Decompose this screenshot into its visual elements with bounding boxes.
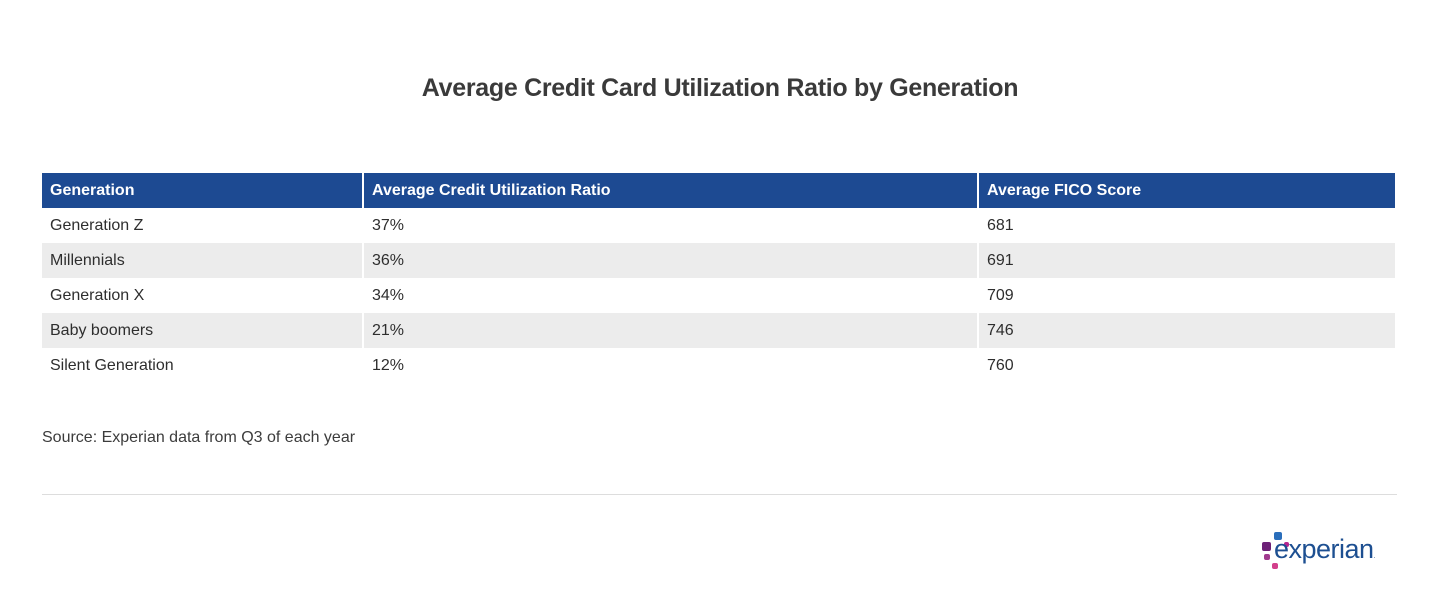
table-cell: 12% bbox=[363, 348, 979, 383]
data-table: Generation Average Credit Utilization Ra… bbox=[42, 173, 1395, 383]
source-note: Source: Experian data from Q3 of each ye… bbox=[42, 429, 356, 446]
table-cell: Generation X bbox=[42, 278, 364, 313]
table-cell: 37% bbox=[363, 208, 979, 243]
column-header: Average FICO Score bbox=[978, 173, 1395, 208]
logo-wordmark: experian. bbox=[1274, 534, 1376, 564]
table-cell: Baby boomers bbox=[42, 313, 364, 348]
table-row: Silent Generation 12% 760 bbox=[42, 348, 1395, 383]
table-header-row: Generation Average Credit Utilization Ra… bbox=[42, 173, 1395, 208]
table-cell: 691 bbox=[978, 243, 1395, 278]
table-row: Generation Z 37% 681 bbox=[42, 208, 1395, 243]
column-header: Generation bbox=[42, 173, 364, 208]
table-row: Generation X 34% 709 bbox=[42, 278, 1395, 313]
table-cell: Silent Generation bbox=[42, 348, 364, 383]
table-cell: 36% bbox=[363, 243, 979, 278]
table-cell: Millennials bbox=[42, 243, 364, 278]
table-cell: Generation Z bbox=[42, 208, 364, 243]
table-cell: 746 bbox=[978, 313, 1395, 348]
table-cell: 21% bbox=[363, 313, 979, 348]
table-cell: 760 bbox=[987, 356, 1014, 374]
table-row: Millennials 36% 691 bbox=[42, 243, 1395, 278]
column-header: Average Credit Utilization Ratio bbox=[363, 173, 979, 208]
table-cell: 709 bbox=[987, 286, 1014, 304]
table-cell: 34% bbox=[363, 278, 979, 313]
chart-title: Average Credit Card Utilization Ratio by… bbox=[421, 74, 1019, 102]
divider bbox=[42, 494, 1397, 495]
table-cell: 681 bbox=[987, 216, 1014, 234]
table-row: Baby boomers 21% 746 bbox=[42, 313, 1395, 348]
experian-logo: experian. bbox=[1262, 532, 1402, 576]
